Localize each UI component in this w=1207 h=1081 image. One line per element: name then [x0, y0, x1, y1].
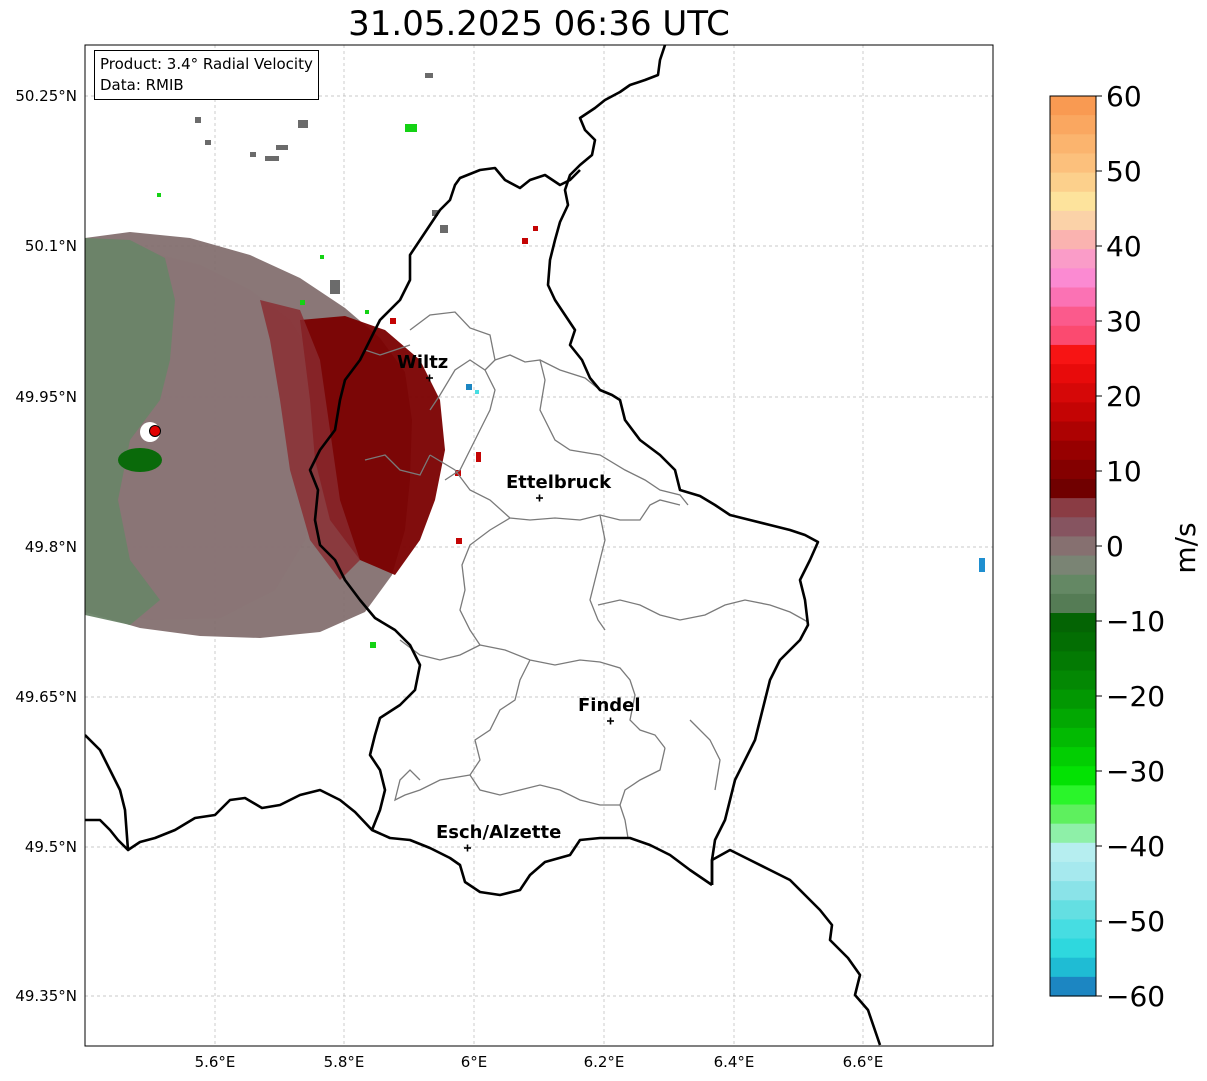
city-label-findel: Findel	[578, 695, 641, 716]
lon-label: 6.6°E	[843, 1053, 884, 1071]
velocity-strong-negative-patch	[118, 448, 162, 472]
map-frame	[84, 44, 994, 1047]
colorbar-swatch	[1050, 459, 1096, 480]
colorbar-swatch	[1050, 708, 1096, 729]
colorbar-swatch	[1050, 287, 1096, 308]
city-marker-findel	[607, 717, 614, 725]
lon-label: 5.8°E	[324, 1053, 365, 1071]
colorbar-tick-label: 20	[1106, 380, 1142, 413]
colorbar-swatch	[1050, 900, 1096, 921]
colorbar-swatch	[1050, 957, 1096, 978]
colorbar-swatch	[1050, 306, 1096, 327]
colorbar-swatch	[1050, 574, 1096, 595]
colorbar-swatch	[1050, 632, 1096, 652]
colorbar-tick-label: −20	[1106, 680, 1165, 713]
colorbar-swatch	[1050, 804, 1096, 825]
colorbar-swatch	[1050, 134, 1096, 155]
colorbar-tick-label: −40	[1106, 830, 1165, 863]
colorbar-swatch	[1050, 440, 1096, 461]
colorbar-swatch	[1050, 823, 1096, 844]
colorbar-tick-label: −10	[1106, 605, 1165, 638]
city-label-wiltz: Wiltz	[397, 352, 448, 373]
colorbar-tick-label: −50	[1106, 905, 1165, 938]
colorbar-swatch	[1050, 555, 1096, 576]
colorbar-swatch	[1050, 383, 1096, 403]
lat-label: 49.35°N	[15, 987, 77, 1005]
colorbar-ticks: 60 50 40 30 20 10 0 −10 −20 −30 −40 −50 −60	[1096, 80, 1165, 1013]
colorbar-swatch	[1050, 230, 1096, 250]
colorbar-swatch	[1050, 747, 1096, 767]
lat-label: 49.95°N	[15, 388, 77, 406]
colorbar	[1050, 96, 1096, 997]
colorbar-swatch	[1050, 421, 1096, 442]
colorbar-swatch	[1050, 268, 1096, 289]
longitude-labels: 5.6°E 5.8°E 6°E 6.2°E 6.4°E 6.6°E	[195, 1053, 884, 1071]
colorbar-swatch	[1050, 976, 1096, 997]
colorbar-swatch	[1050, 344, 1096, 365]
city-markers	[426, 374, 614, 852]
lat-label: 50.25°N	[15, 87, 77, 105]
colorbar-swatch	[1050, 325, 1096, 346]
city-marker-esch	[464, 844, 471, 852]
colorbar-swatch	[1050, 670, 1096, 691]
city-marker-ettelbruck	[536, 494, 543, 502]
map-title: 31.05.2025 06:36 UTC	[348, 4, 730, 44]
colorbar-swatch	[1050, 613, 1096, 633]
colorbar-swatch	[1050, 153, 1096, 174]
colorbar-swatch	[1050, 861, 1096, 882]
product-label: Product: 3.4° Radial Velocity	[100, 55, 313, 73]
colorbar-swatch	[1050, 881, 1096, 901]
latitude-labels: 50.25°N 50.1°N 49.95°N 49.8°N 49.65°N 49…	[15, 87, 77, 1005]
lon-label: 6.4°E	[714, 1053, 755, 1071]
colorbar-swatch	[1050, 96, 1096, 116]
colorbar-swatch	[1050, 651, 1096, 672]
colorbar-swatch	[1050, 210, 1096, 231]
colorbar-tick-label: 30	[1106, 305, 1142, 338]
colorbar-tick-label: 10	[1106, 455, 1142, 488]
colorbar-swatch	[1050, 115, 1096, 135]
city-label-esch: Esch/Alzette	[436, 822, 561, 843]
colorbar-swatch	[1050, 191, 1096, 212]
colorbar-swatch	[1050, 478, 1096, 499]
data-source-label: Data: RMIB	[100, 76, 184, 94]
colorbar-swatch	[1050, 536, 1096, 557]
colorbar-swatch	[1050, 517, 1096, 538]
city-marker-wiltz	[426, 374, 433, 382]
colorbar-tick-label: 50	[1106, 155, 1142, 188]
colorbar-swatch	[1050, 498, 1096, 518]
lat-label: 49.8°N	[25, 538, 77, 556]
colorbar-swatch	[1050, 689, 1096, 710]
colorbar-swatch	[1050, 938, 1096, 959]
velocity-positive-fringe	[260, 300, 360, 580]
colorbar-swatch	[1050, 172, 1096, 193]
radar-site-marker	[149, 425, 161, 437]
colorbar-swatch	[1050, 364, 1096, 384]
colorbar-swatch	[1050, 593, 1096, 614]
lon-label: 6°E	[461, 1053, 488, 1071]
lon-label: 5.6°E	[195, 1053, 236, 1071]
product-info-box: Product: 3.4° Radial Velocity Data: RMIB	[94, 50, 319, 100]
colorbar-swatch	[1050, 919, 1096, 940]
colorbar-swatch	[1050, 785, 1096, 806]
colorbar-tick-label: −60	[1106, 980, 1165, 1013]
velocity-negative-area	[85, 238, 175, 625]
colorbar-tick-label: 0	[1106, 530, 1124, 563]
velocity-field	[85, 73, 985, 648]
national-borders	[85, 45, 882, 1046]
lat-label: 49.5°N	[25, 838, 77, 856]
lat-label: 49.65°N	[15, 688, 77, 706]
colorbar-swatch	[1050, 842, 1096, 863]
colorbar-swatch	[1050, 727, 1096, 748]
colorbar-swatch	[1050, 402, 1096, 423]
lat-label: 50.1°N	[25, 237, 77, 255]
city-label-ettelbruck: Ettelbruck	[506, 472, 612, 493]
colorbar-unit-label: m/s	[1169, 522, 1202, 573]
colorbar-tick-label: −30	[1106, 755, 1165, 788]
colorbar-swatch	[1050, 766, 1096, 786]
colorbar-swatch	[1050, 249, 1096, 269]
colorbar-tick-label: 60	[1106, 80, 1142, 113]
lon-label: 6.2°E	[584, 1053, 625, 1071]
colorbar-tick-label: 40	[1106, 230, 1142, 263]
